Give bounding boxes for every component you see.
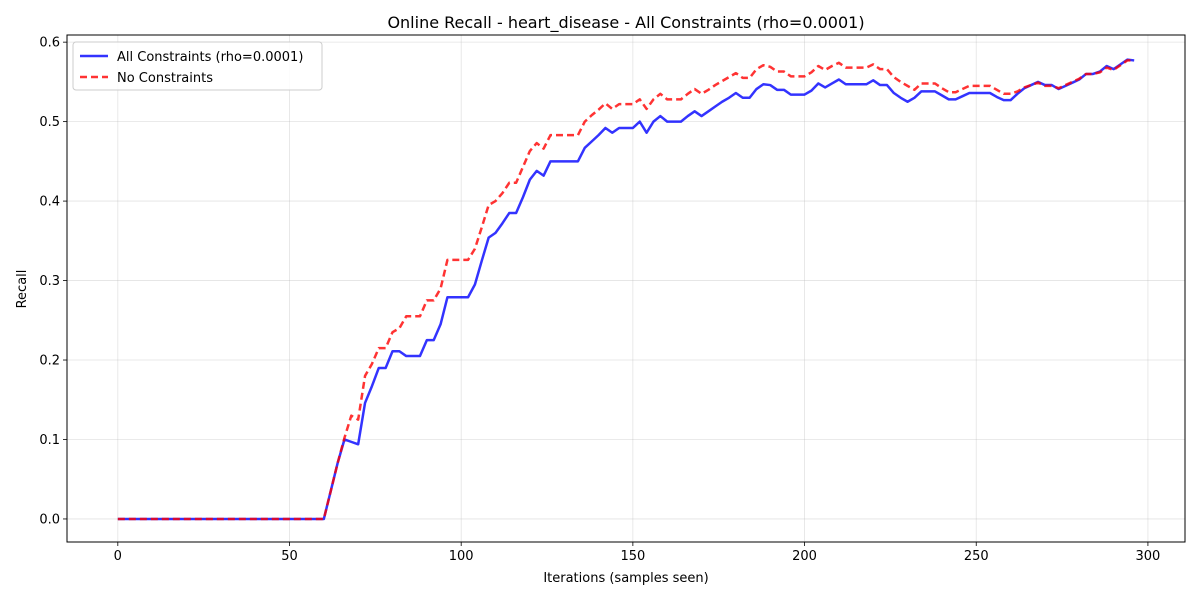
- x-tick-label: 200: [792, 549, 817, 564]
- series-line-all-constraints: [117, 58, 1135, 521]
- y-tick-label: 0.4: [39, 195, 60, 210]
- y-tick-label: 0.2: [39, 354, 60, 369]
- x-tick-label: 100: [449, 549, 474, 564]
- x-tick-label: 150: [620, 549, 645, 564]
- plot-frame: [66, 34, 1186, 543]
- y-tick-label: 0.0: [39, 512, 60, 527]
- y-tick-label: 0.3: [39, 274, 60, 289]
- x-tick-label: 300: [1136, 549, 1161, 564]
- series-layer: [117, 58, 1135, 521]
- x-tick-label: 50: [281, 549, 298, 564]
- x-tick-label: 250: [964, 549, 989, 564]
- x-axis-label: Iterations (samples seen): [543, 571, 708, 586]
- y-tick-label: 0.1: [39, 433, 60, 448]
- ticks-layer: 0 50 100 150 200 250 300 0.0 0.1 0.2 0.3 0.4 0.5 0.6: [39, 36, 1160, 564]
- legend: All Constraints (rho=0.0001) No Constrai…: [72, 41, 323, 91]
- series-line-no-constraints: [117, 59, 1135, 521]
- legend-label-no-constraints: No Constraints: [117, 71, 213, 86]
- legend-label-all-constraints: All Constraints (rho=0.0001): [117, 50, 303, 65]
- y-axis-label: Recall: [15, 270, 30, 309]
- x-tick-label: 0: [114, 549, 122, 564]
- y-tick-label: 0.6: [39, 36, 60, 51]
- y-tick-label: 0.5: [39, 115, 60, 130]
- legend-box: [72, 41, 323, 91]
- chart-title: Online Recall - heart_disease - All Cons…: [387, 13, 864, 33]
